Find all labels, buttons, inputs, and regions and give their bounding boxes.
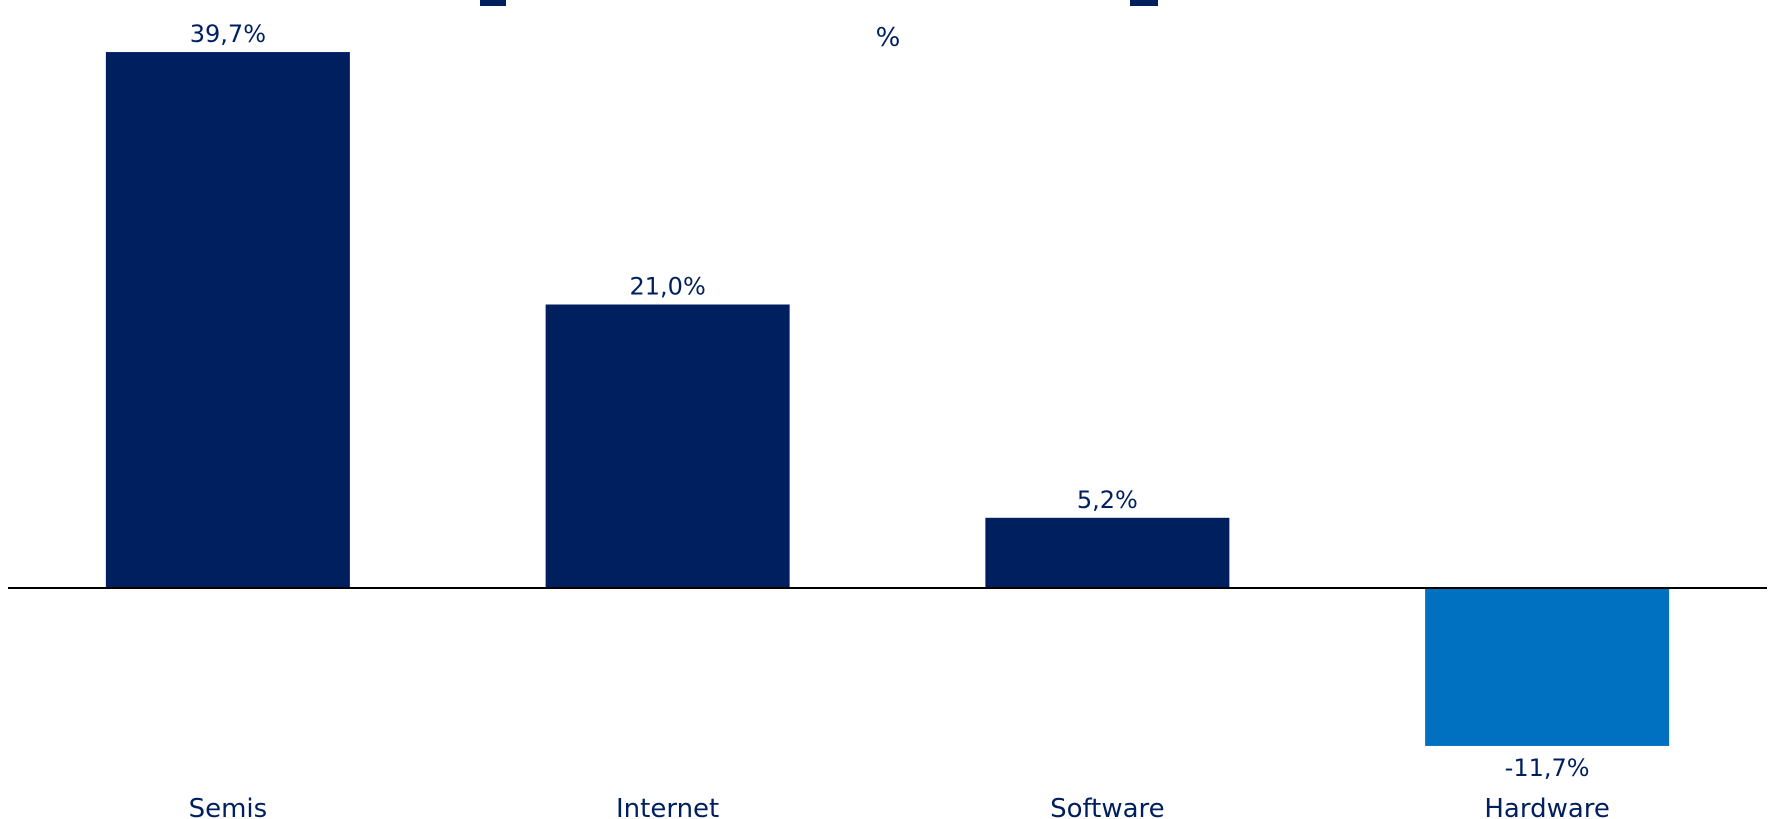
data-label-hardware: -11,7% [1505,754,1590,782]
category-labels-group: Semis Internet Software Hardware [189,794,1610,819]
data-label-semis: 39,7% [190,20,266,48]
category-label-semis: Semis [189,794,268,819]
data-label-software: 5,2% [1077,486,1138,514]
data-labels-group: 39,7% 21,0% 5,2% -11,7% [190,20,1590,782]
bars-group [105,52,1670,746]
data-label-internet: 21,0% [630,273,706,301]
bar-hardware [1425,588,1670,746]
title-fragment-left [480,0,506,6]
bar-semis [105,52,350,589]
category-label-hardware: Hardware [1484,794,1610,819]
category-label-software: Software [1050,794,1165,819]
chart-subtitle: % [876,23,901,53]
bar-software [985,517,1230,588]
category-label-internet: Internet [616,794,719,819]
bar-internet [545,304,790,588]
title-fragment-right [1130,0,1158,6]
